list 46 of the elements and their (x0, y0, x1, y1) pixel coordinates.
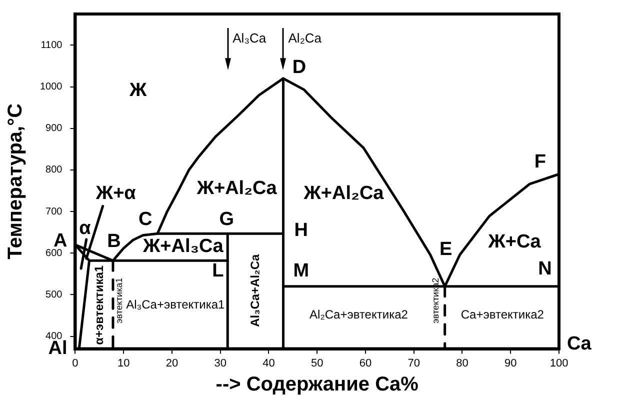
x-tick-label: 80 (456, 357, 468, 370)
annotation: G (219, 209, 234, 230)
annotation: Al₃Ca (232, 30, 267, 46)
annotation: Ca+эвтектика2 (460, 307, 544, 322)
annotation: B (107, 231, 121, 252)
x-axis-title: --> Содержание Ca% (216, 374, 419, 396)
y-tick-label: 1000 (40, 82, 63, 93)
annotation: эвтектика1 (114, 278, 124, 324)
annotation: α+эвтектика1 (92, 265, 106, 345)
annotation: Ж+Al₂Ca (302, 182, 384, 204)
annotation: Al₂Ca+эвтектика2 (310, 307, 408, 322)
annotation: Al₂Ca (288, 30, 322, 46)
x-tick-label: 60 (359, 357, 372, 370)
annotation: H (294, 220, 308, 241)
annotation: D (292, 56, 306, 78)
annotation: N (538, 258, 552, 280)
text: Ca (567, 333, 592, 354)
x-tick-label: 70 (408, 357, 420, 370)
x-tick-label: 100 (550, 357, 568, 370)
x-tick-label: 40 (262, 357, 275, 370)
text: Al (48, 338, 68, 360)
annotation: L (212, 260, 224, 282)
y-tick-label: 700 (46, 206, 63, 218)
x-tick-label: 50 (311, 357, 324, 370)
annotation: Ж+Al₂Ca (196, 178, 278, 199)
annotation: α (79, 218, 92, 239)
annotation: Ж+α (94, 182, 136, 204)
annotation: E (439, 239, 452, 260)
x-tick-label: 90 (504, 357, 517, 370)
annotation: Ж+Al₃Ca (142, 236, 224, 258)
annotation: C (138, 209, 153, 230)
x-tick-label: 30 (214, 357, 226, 370)
annotation: Ж+Ca (487, 232, 542, 253)
x-tick-label: 0 (72, 357, 78, 370)
y-axis-title: Температура,°C (4, 103, 27, 260)
y-tick-label: 1100 (40, 40, 63, 51)
y-tick-label: 800 (46, 164, 63, 176)
y-tick-label: 500 (46, 289, 63, 300)
x-tick-label: 20 (166, 357, 178, 370)
x-tick-label: 10 (117, 357, 130, 370)
annotation: M (293, 260, 310, 282)
annotation: Al₃Ca+эвтектика1 (126, 297, 226, 312)
annotation: Ж (128, 80, 148, 102)
annotation: Al₃Ca+Al₂Ca (248, 254, 262, 327)
annotation: F (534, 152, 546, 173)
y-tick-label: 900 (46, 123, 63, 134)
